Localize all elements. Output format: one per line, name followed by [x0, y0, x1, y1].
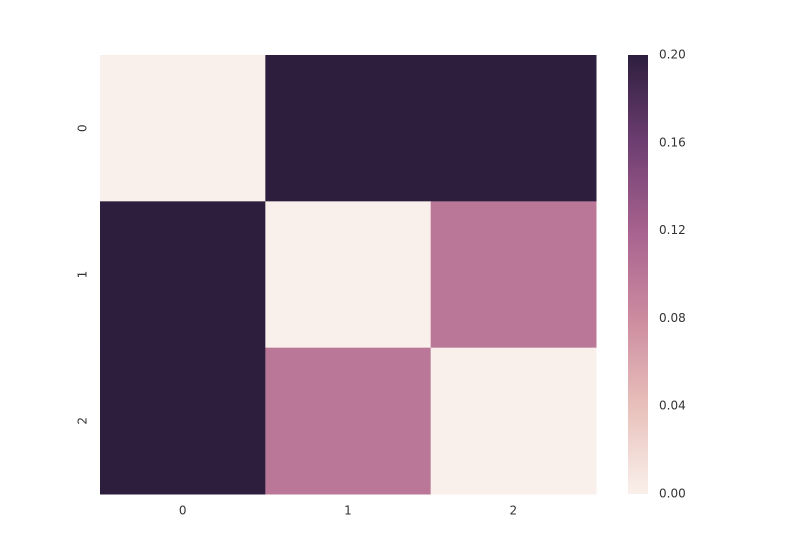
x-tick-label: 1 — [344, 504, 352, 518]
heatmap-cell — [265, 347, 432, 495]
y-tick-label: 1 — [76, 271, 90, 279]
heatmap-cell — [100, 55, 266, 202]
colorbar-tick-label: 0.16 — [659, 135, 686, 149]
colorbar-tick-label: 0.08 — [659, 311, 686, 325]
heatmap-cell — [430, 201, 597, 349]
colorbar-tick-label: 0.04 — [659, 399, 686, 413]
colorbar-tick-label: 0.12 — [659, 223, 686, 237]
y-tick-label: 2 — [76, 417, 90, 425]
colorbar-tick-label: 0.20 — [659, 48, 686, 62]
y-tick-label: 0 — [76, 124, 90, 132]
heatmap-cell — [430, 347, 597, 495]
x-tick-label: 2 — [510, 504, 518, 518]
heatmap-cell — [430, 55, 597, 202]
heatmap-cell — [100, 201, 266, 349]
colorbar — [628, 55, 648, 494]
heatmap-cell — [100, 347, 266, 495]
heatmap-cell — [265, 55, 432, 202]
x-tick-label: 0 — [179, 504, 187, 518]
colorbar-tick-label: 0.00 — [659, 487, 686, 501]
heatmap-cell — [265, 201, 432, 349]
